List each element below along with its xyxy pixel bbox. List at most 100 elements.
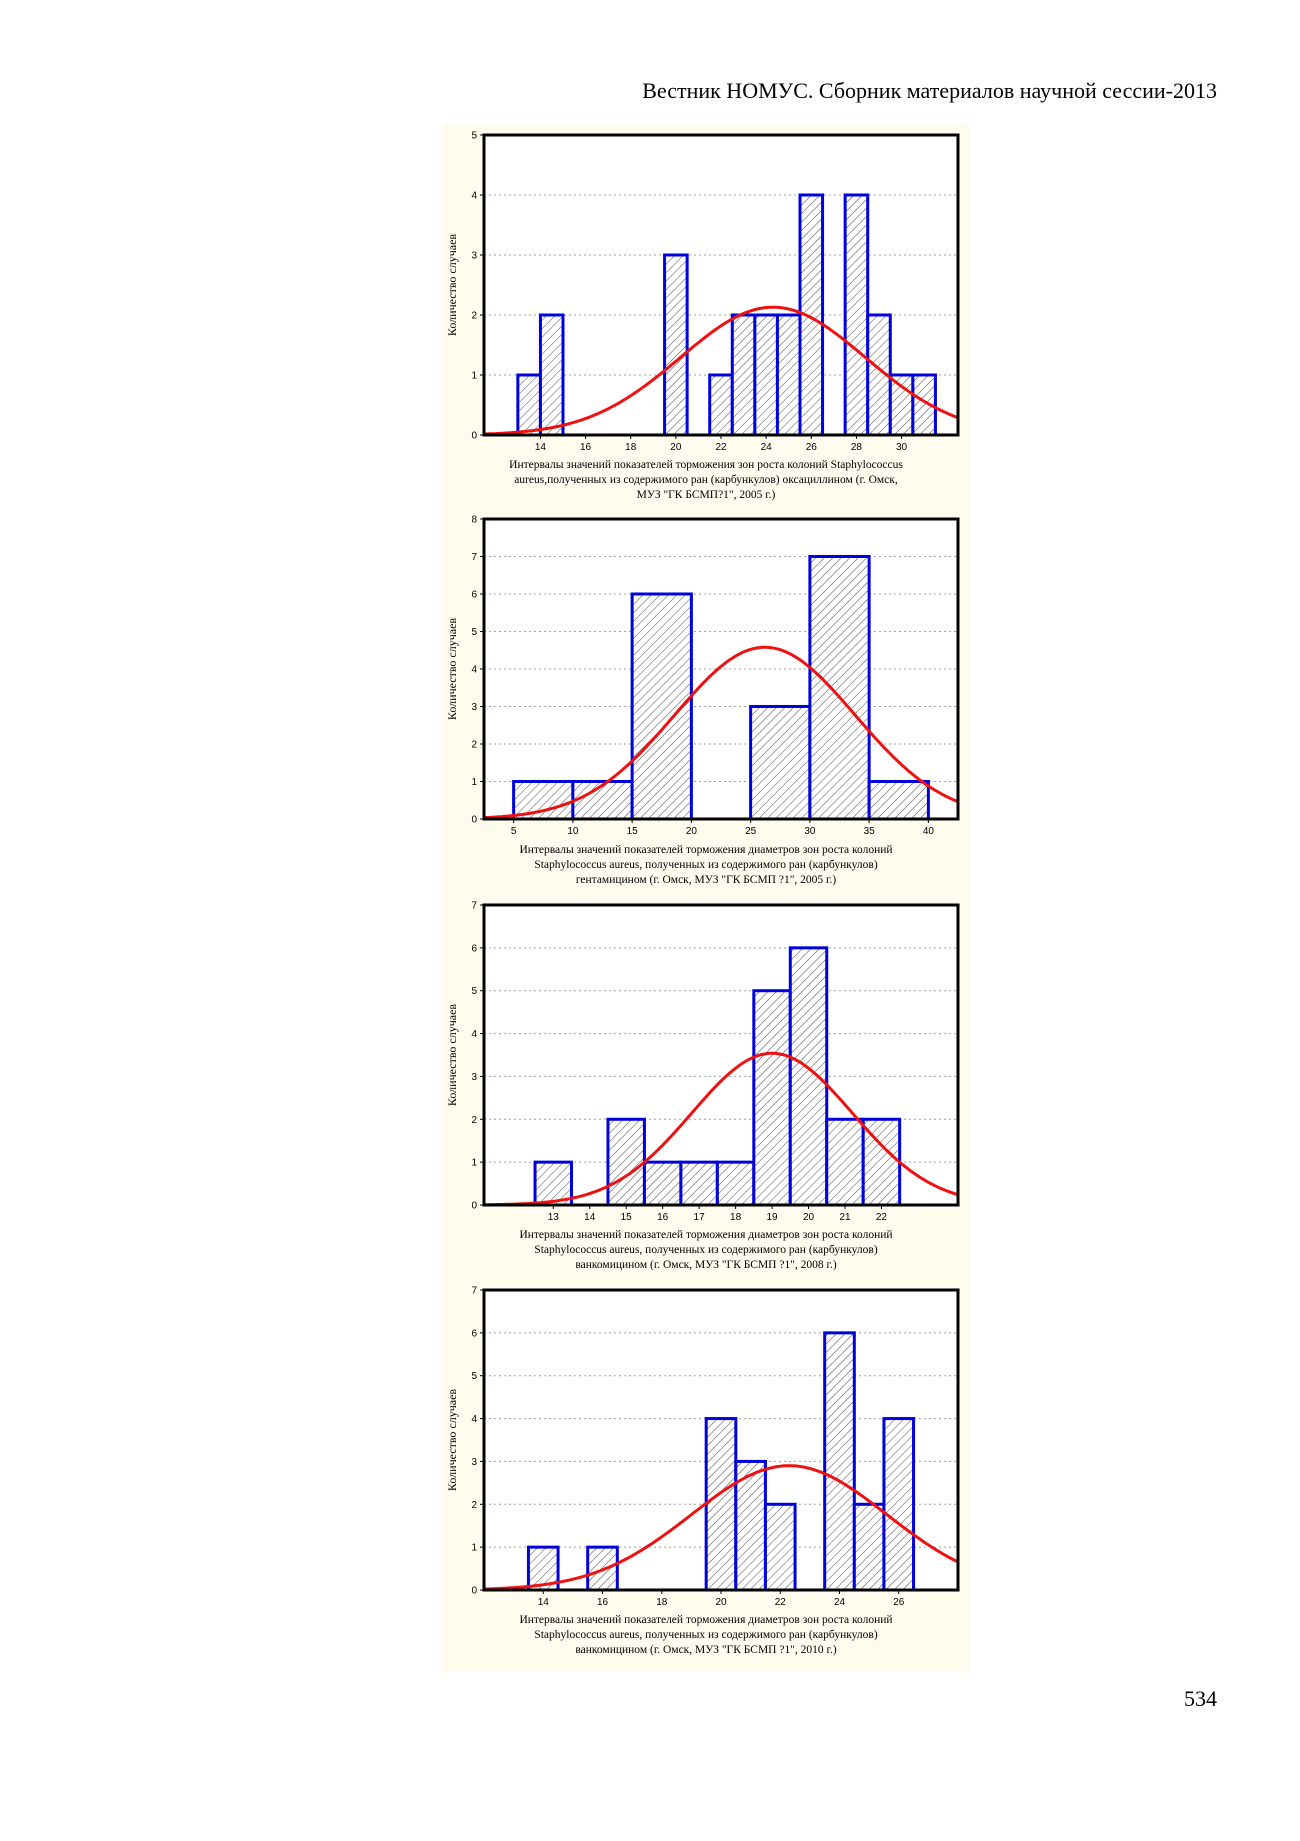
y-tick-label: 4 (471, 665, 477, 676)
y-tick-label: 2 (471, 740, 477, 751)
x-tick-label: 14 (584, 1212, 596, 1223)
normal-curve (483, 1051, 959, 1207)
histogram-bar (704, 1417, 738, 1592)
histogram-bar (749, 705, 812, 821)
histogram-vancomycin-2010: 0 1 2 3 4 5 6 7 14 16 18 20 22 24 26 Количество случаев (445, 1286, 960, 1608)
histogram-bar (852, 1502, 886, 1592)
x-tick-label: 20 (686, 826, 698, 837)
x-tick-label: 35 (864, 826, 876, 837)
plot-frame (482, 903, 960, 1207)
y-tick-label: 7 (471, 1286, 477, 1297)
histogram-bar (882, 1417, 916, 1592)
y-tick-label: 7 (471, 901, 477, 912)
x-tick-label: 26 (806, 442, 818, 453)
x-tick-label: 25 (745, 826, 757, 837)
caption-line: aureus,полученных из содержимого ран (ка… (514, 474, 898, 486)
x-tick-label: 24 (834, 1597, 846, 1608)
y-tick-label: 0 (471, 431, 477, 442)
normal-curve (483, 645, 959, 820)
histogram-bar (823, 1331, 856, 1592)
x-tick-label: 14 (535, 442, 547, 453)
y-tick-label: 1 (471, 777, 477, 788)
page-number: 534 (1184, 1686, 1217, 1711)
y-axis-label: Количество случаев (445, 1004, 459, 1106)
y-tick-label: 3 (471, 702, 477, 713)
y-tick-label: 6 (471, 590, 477, 601)
y-tick-label: 6 (471, 1328, 477, 1339)
running-head: Вестник НОМУС. Сборник материалов научно… (642, 78, 1217, 103)
y-tick-label: 2 (471, 311, 477, 322)
y-tick-label: 1 (471, 1543, 477, 1554)
caption-line: Staphylococcus aureus, полученных из сод… (534, 1629, 878, 1641)
y-tick-label: 4 (471, 191, 477, 202)
histogram-bar (752, 989, 792, 1207)
x-tick-label: 16 (657, 1212, 669, 1223)
histogram-vancomycin-2008: 0 1 2 3 4 5 6 7 13 14 15 16 17 18 19 20 21 22 Количество с… (445, 901, 960, 1223)
histogram-bar (808, 555, 871, 821)
caption-vancomycin-2008: Интервалы значений показателей торможени… (442, 1228, 970, 1273)
histogram-bar (571, 780, 634, 821)
x-tick-label: 18 (656, 1597, 668, 1608)
histogram-bar (606, 1117, 646, 1207)
histogram-bar (775, 313, 802, 437)
caption-gentamicin-2005: Интервалы значений показателей торможени… (442, 843, 970, 888)
x-tick-label: 28 (851, 442, 863, 453)
histogram-bar (843, 193, 870, 437)
x-tick-label: 16 (597, 1597, 609, 1608)
histogram-gentamicin-2005: 0 1 2 3 4 5 6 7 8 5 10 15 20 25 30 35 40 Количество случа… (445, 515, 960, 837)
caption-line: Staphylococcus aureus, полученных из сод… (534, 1244, 878, 1256)
y-tick-label: 8 (471, 515, 477, 526)
x-tick-label: 13 (548, 1212, 560, 1223)
histogram-bar (715, 1160, 756, 1207)
x-tick-label: 15 (627, 826, 639, 837)
x-tick-label: 24 (761, 442, 773, 453)
y-tick-label: 5 (471, 1371, 477, 1382)
x-tick-label: 26 (893, 1597, 905, 1608)
histogram-bar (867, 780, 930, 821)
y-axis-label: Количество случаев (445, 1389, 459, 1491)
caption-oxacillin-2005: Интервалы значений показателей торможени… (442, 458, 970, 503)
x-tick-label: 40 (923, 826, 935, 837)
histogram-bar (888, 373, 915, 437)
x-tick-label: 14 (538, 1597, 550, 1608)
x-tick-label: 20 (670, 442, 682, 453)
x-tick-label: 16 (580, 442, 592, 453)
caption-line: ванкомицином (г. Омск, МУЗ "ГК БСМП ?1",… (575, 1259, 837, 1271)
x-tick-label: 20 (803, 1212, 815, 1223)
x-tick-label: 22 (876, 1212, 888, 1223)
y-tick-label: 1 (471, 371, 477, 382)
y-tick-label: 2 (471, 1500, 477, 1511)
histogram-oxacillin-2005: 0 1 2 3 4 5 14 16 18 20 22 24 26 28 30 Количество случа… (445, 131, 960, 453)
caption-line: Интервалы значений показателей торможени… (519, 1614, 893, 1626)
caption-line: Интервалы значений показателей торможени… (519, 844, 893, 856)
histogram-bar (753, 313, 779, 437)
caption-line: МУЗ "ГК БСМП?1", 2005 г.) (636, 489, 776, 501)
x-tick-label: 15 (621, 1212, 633, 1223)
y-tick-label: 4 (471, 1029, 477, 1040)
x-tick-label: 22 (775, 1597, 787, 1608)
y-tick-label: 5 (471, 131, 477, 142)
caption-line: ванкомицином (г. Омск, МУЗ "ГК БСМП ?1",… (575, 1644, 837, 1656)
caption-line: гентамицином (г. Омск, МУЗ "ГК БСМП ?1",… (575, 874, 837, 886)
y-axis-label: Количество случаев (445, 618, 459, 720)
histogram-bar (788, 946, 829, 1207)
histogram-bar (708, 373, 734, 437)
histogram-bar (679, 1160, 719, 1207)
x-tick-label: 19 (766, 1212, 778, 1223)
y-tick-label: 7 (471, 552, 477, 563)
y-tick-label: 5 (471, 986, 477, 997)
x-tick-label: 18 (625, 442, 637, 453)
caption-line: Интервалы значений показателей торможени… (519, 1229, 893, 1241)
y-tick-label: 4 (471, 1414, 477, 1425)
x-tick-label: 30 (896, 442, 908, 453)
y-axis-label: Количество случаев (445, 234, 459, 336)
x-tick-label: 10 (567, 826, 579, 837)
y-tick-label: 3 (471, 1072, 477, 1083)
histogram-bar (642, 1160, 683, 1207)
normal-curve (484, 1464, 959, 1591)
histogram-bar (516, 373, 542, 437)
histogram-bar (663, 253, 689, 437)
histogram-bar (538, 313, 565, 437)
x-tick-label: 18 (730, 1212, 742, 1223)
histogram-bar (825, 1117, 865, 1207)
